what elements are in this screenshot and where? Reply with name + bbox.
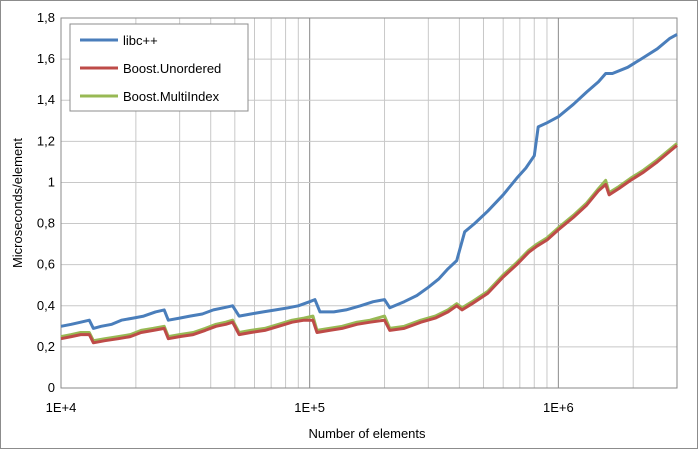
- y-tick-label: 1,6: [37, 51, 55, 66]
- y-tick-label: 1: [48, 174, 55, 189]
- y-tick-labels: 0 0,2 0,4 0,6 0,8 1 1,2 1,4 1,6 1,8: [37, 10, 55, 395]
- legend-label-boost-unordered: Boost.Unordered: [123, 61, 221, 76]
- plot-area-border: [60, 17, 678, 389]
- y-axis-title: Microseconds/element: [10, 138, 25, 268]
- plot-border: [60, 17, 678, 389]
- y-tick-label: 0,4: [37, 298, 55, 313]
- x-tick-label: 1E+4: [46, 400, 77, 415]
- series-lines: [60, 33, 678, 345]
- series-line-boost-unordered: [60, 144, 678, 345]
- legend-label-libc-: libc++: [123, 33, 158, 48]
- x-tick-label: 1E+6: [543, 400, 574, 415]
- y-tick-label: 0,2: [37, 339, 55, 354]
- y-tick-label: 0,8: [37, 216, 55, 231]
- legend-label-boost-multiindex: Boost.MultiIndex: [123, 89, 220, 104]
- series-line-boost-multiindex: [60, 142, 678, 343]
- y-tick-label: 0,6: [37, 257, 55, 272]
- y-tick-label: 0: [48, 380, 55, 395]
- x-tick-labels: 1E+4 1E+5 1E+6: [46, 400, 574, 415]
- y-tick-label: 1,2: [37, 133, 55, 148]
- series-line-libc-: [60, 33, 678, 330]
- x-tick-label: 1E+5: [294, 400, 325, 415]
- y-tick-label: 1,8: [37, 10, 55, 25]
- legend: libc++ Boost.Unordered Boost.MultiIndex: [69, 23, 249, 112]
- x-axis-title: Number of elements: [308, 426, 426, 441]
- y-tick-label: 1,4: [37, 92, 55, 107]
